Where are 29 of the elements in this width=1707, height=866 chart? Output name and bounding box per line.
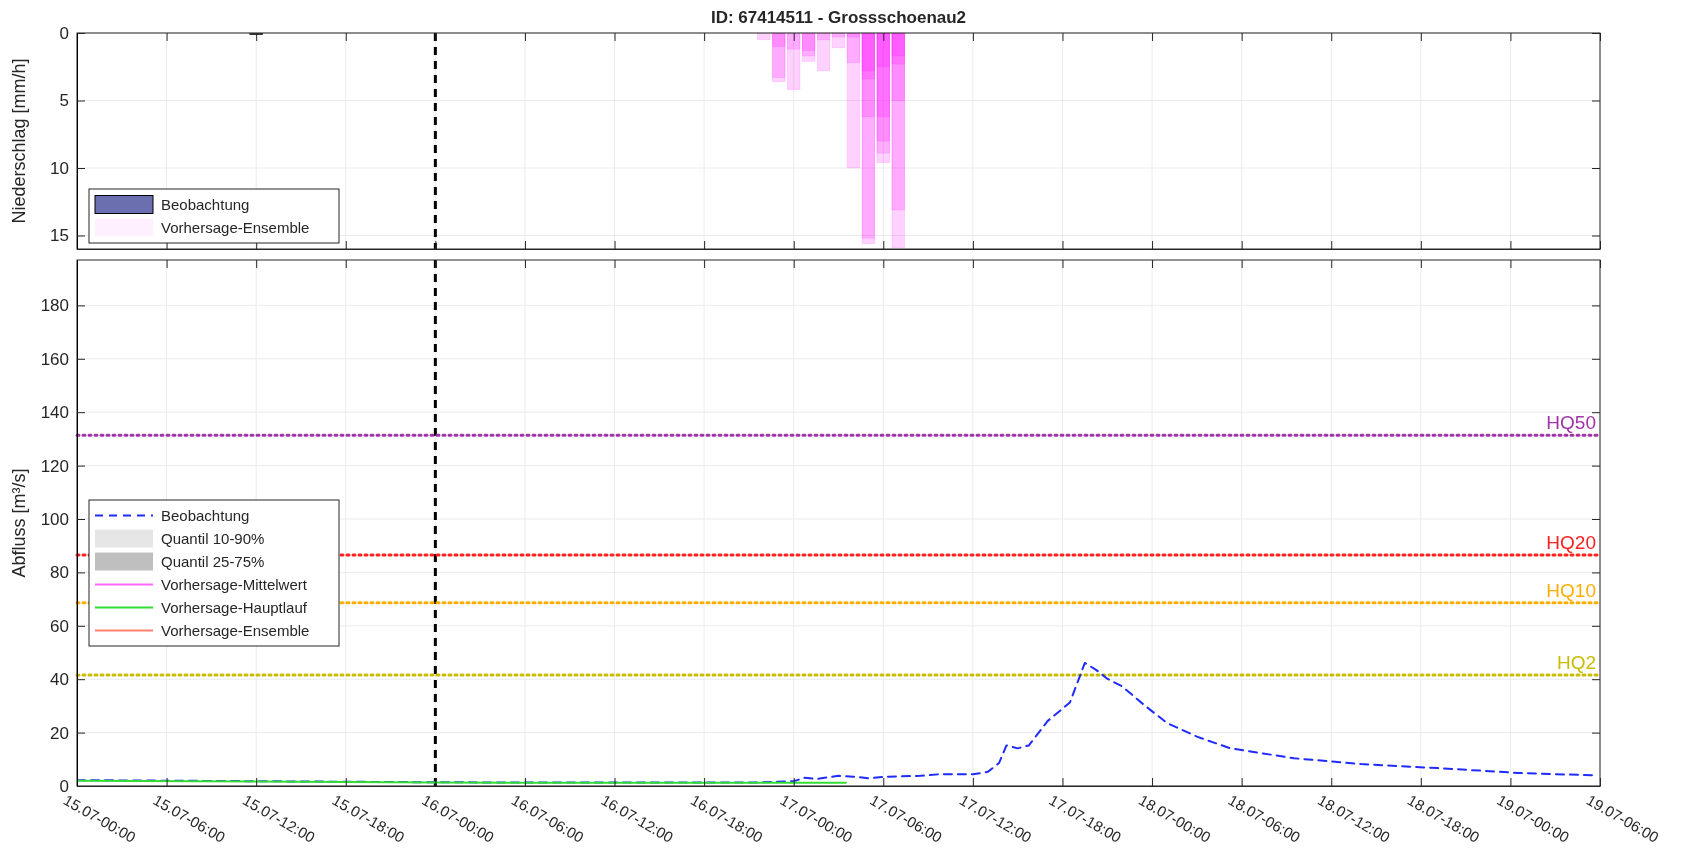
- legend-label: Beobachtung: [161, 506, 250, 524]
- y-tick-label: 120: [40, 456, 69, 476]
- chart-title: ID: 67414511 - Grossschoenau2: [710, 8, 967, 27]
- legend-label: Vorhersage-Mittelwert: [161, 575, 308, 593]
- y-axis-title: Niederschlag [mm/h]: [9, 58, 29, 224]
- y-tick-label: 0: [59, 23, 69, 43]
- legend-label: Quantil 10-90%: [161, 529, 265, 547]
- y-tick-label: 160: [40, 349, 69, 369]
- legend-label: Beobachtung: [161, 195, 250, 213]
- y-tick-label: 10: [50, 158, 69, 178]
- ref-line-label: HQ10: [1546, 579, 1596, 601]
- y-axis-title: Abfluss [m³/s]: [9, 468, 29, 578]
- legend-label: Vorhersage-Hauptlauf: [161, 598, 308, 616]
- ref-line-label: HQ50: [1546, 412, 1596, 434]
- y-tick-label: 40: [50, 670, 69, 690]
- y-tick-label: 5: [59, 91, 69, 111]
- y-tick-label: 60: [50, 616, 69, 636]
- ref-line-label: HQ20: [1546, 532, 1596, 554]
- y-tick-label: 20: [50, 723, 69, 743]
- y-tick-label: 80: [50, 563, 69, 583]
- y-tick-label: 15: [50, 226, 69, 246]
- y-tick-label: 180: [40, 296, 69, 316]
- legend-label: Quantil 25-75%: [161, 552, 265, 570]
- y-tick-label: 0: [59, 776, 69, 796]
- legend-label: Vorhersage-Ensemble: [161, 218, 310, 236]
- y-tick-label: 140: [40, 403, 69, 423]
- ref-line-label: HQ2: [1556, 651, 1596, 673]
- legend-label: Vorhersage-Ensemble: [161, 621, 310, 639]
- y-tick-label: 100: [40, 509, 69, 529]
